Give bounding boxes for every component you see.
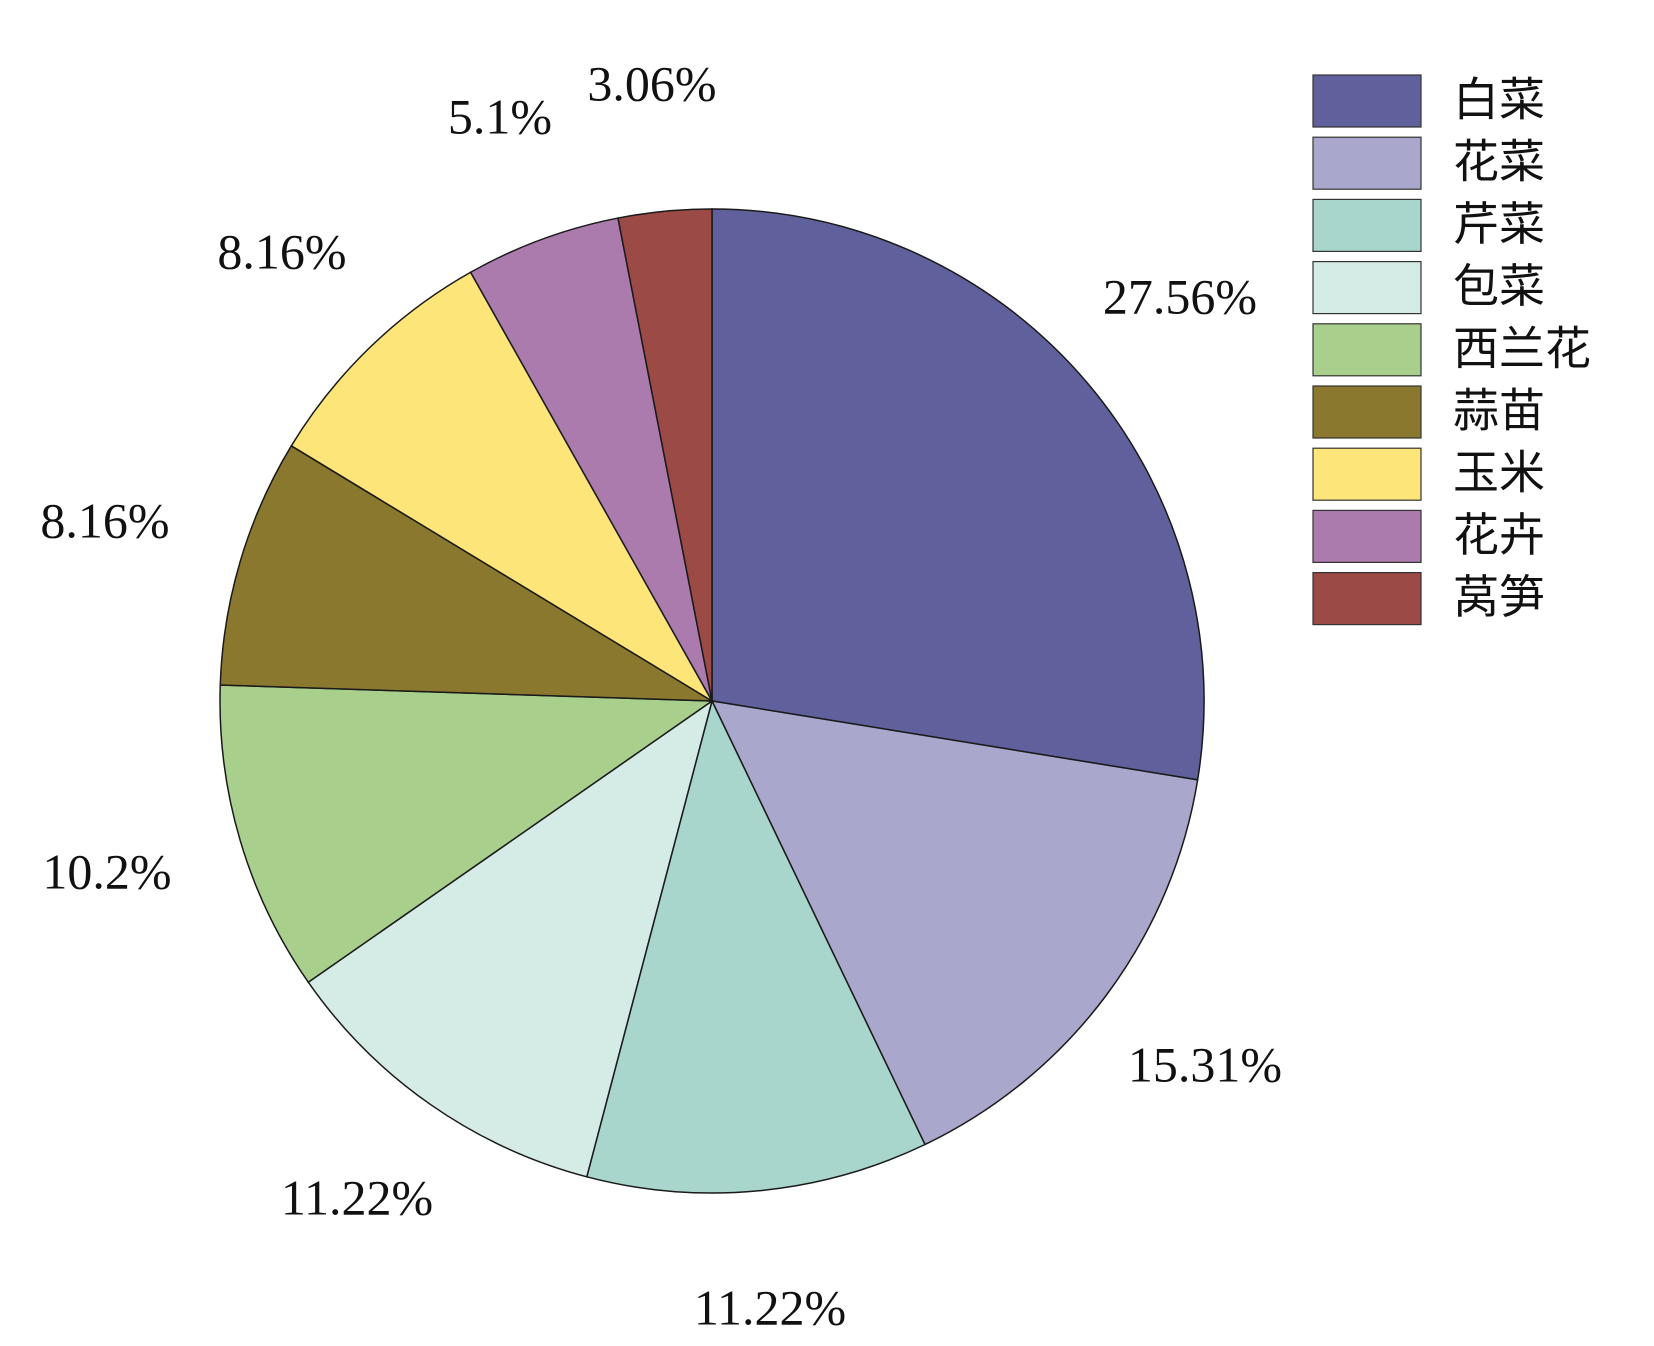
legend-swatch (1312, 74, 1422, 128)
pie-slice (219, 444, 715, 702)
pie-slices (219, 208, 1205, 1194)
legend-label: 花卉 (1453, 508, 1545, 562)
legend-label: 花菜 (1453, 135, 1545, 189)
legend-label: 莴笋 (1453, 570, 1545, 624)
legend-label: 白菜 (1453, 73, 1545, 127)
legend-label: 包菜 (1453, 259, 1545, 313)
pie-slice (469, 217, 713, 702)
slice-percentage-label: 10.2% (42, 843, 171, 899)
legend-label: 蒜苗 (1453, 384, 1545, 438)
pie-slice (219, 684, 715, 984)
slice-percentage-label: 5.1% (448, 88, 552, 144)
legend-label: 西兰花 (1453, 321, 1591, 375)
pie-slice (290, 271, 715, 704)
pie-slice (617, 208, 713, 702)
legend-swatch (1312, 323, 1422, 377)
pie-percentage-labels: 27.56% 15.31% 11.22% 11.22% 10.2% 8.16% 8.16% 5… (40, 55, 1282, 1335)
slice-percentage-label: 8.16% (40, 492, 169, 548)
slice-percentage-label: 11.22% (694, 1279, 846, 1335)
legend-label: 玉米 (1453, 446, 1545, 500)
legend-label: 芹菜 (1453, 197, 1545, 251)
legend-swatch (1312, 198, 1422, 252)
pie-slice (711, 208, 1205, 781)
legend-swatch (1312, 571, 1422, 626)
slice-percentage-label: 3.06% (587, 55, 716, 111)
slice-percentage-label: 27.56% (1103, 268, 1257, 324)
pie-slice (585, 698, 926, 1194)
slice-percentage-label: 15.31% (1128, 1036, 1282, 1092)
legend-swatch (1312, 136, 1422, 190)
pie-slice (710, 700, 1199, 1146)
slice-percentage-label: 11.22% (281, 1169, 433, 1225)
legend-swatch (1312, 385, 1422, 439)
legend-swatch (1312, 509, 1422, 563)
legend-swatch (1312, 261, 1422, 315)
slice-percentage-label: 8.16% (217, 223, 346, 279)
legend-swatch (1312, 447, 1422, 501)
pie-slice (307, 699, 714, 1178)
